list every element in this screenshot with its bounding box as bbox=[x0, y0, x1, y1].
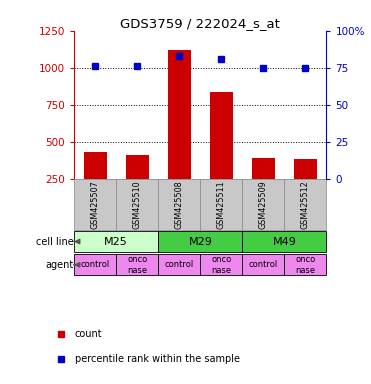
Bar bbox=[158, 254, 200, 275]
Text: onco
nase: onco nase bbox=[295, 255, 316, 275]
Bar bbox=[74, 179, 116, 230]
Text: onco
nase: onco nase bbox=[127, 255, 147, 275]
Bar bbox=[210, 91, 233, 179]
Text: percentile rank within the sample: percentile rank within the sample bbox=[75, 354, 240, 364]
Text: control: control bbox=[165, 260, 194, 269]
Bar bbox=[74, 231, 158, 252]
Bar bbox=[285, 179, 326, 230]
Bar bbox=[200, 179, 242, 230]
Text: GSM425507: GSM425507 bbox=[91, 180, 100, 229]
Bar bbox=[84, 152, 107, 179]
Text: M29: M29 bbox=[188, 237, 212, 247]
Bar bbox=[116, 254, 158, 275]
Bar bbox=[242, 254, 285, 275]
Bar bbox=[242, 179, 285, 230]
Bar bbox=[200, 254, 242, 275]
Bar bbox=[242, 231, 326, 252]
Bar bbox=[252, 158, 275, 179]
Title: GDS3759 / 222024_s_at: GDS3759 / 222024_s_at bbox=[121, 17, 280, 30]
Text: M49: M49 bbox=[272, 237, 296, 247]
Text: GSM425511: GSM425511 bbox=[217, 180, 226, 229]
Bar bbox=[168, 50, 191, 179]
Text: GSM425512: GSM425512 bbox=[301, 180, 310, 229]
Text: agent: agent bbox=[45, 260, 73, 270]
Bar bbox=[158, 231, 242, 252]
Text: count: count bbox=[75, 329, 102, 339]
Text: control: control bbox=[81, 260, 110, 269]
Bar bbox=[285, 254, 326, 275]
Text: M25: M25 bbox=[104, 237, 128, 247]
Bar bbox=[294, 159, 317, 179]
Bar bbox=[126, 154, 149, 179]
Text: GSM425508: GSM425508 bbox=[175, 180, 184, 229]
Bar bbox=[74, 254, 116, 275]
Text: cell line: cell line bbox=[36, 237, 73, 247]
Text: GSM425509: GSM425509 bbox=[259, 180, 268, 229]
Text: GSM425510: GSM425510 bbox=[133, 180, 142, 229]
Bar bbox=[158, 179, 200, 230]
Bar bbox=[116, 179, 158, 230]
Text: control: control bbox=[249, 260, 278, 269]
Text: onco
nase: onco nase bbox=[211, 255, 232, 275]
